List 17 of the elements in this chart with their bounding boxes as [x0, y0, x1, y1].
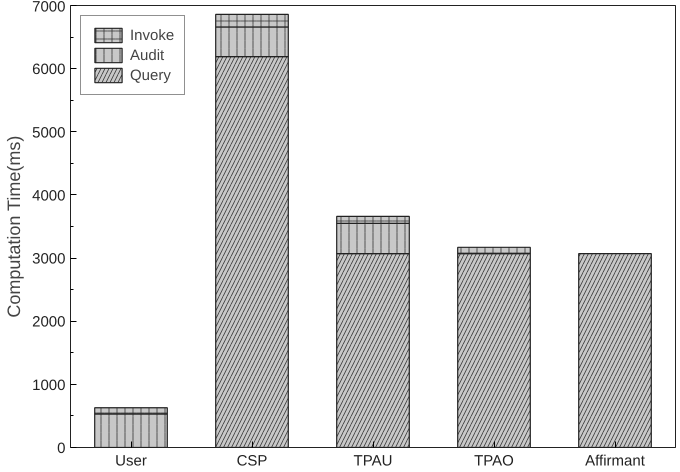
x-tick-label: User	[115, 452, 147, 470]
x-tick-label: Affirmant	[585, 452, 646, 470]
x-tick-label: TPAU	[354, 452, 392, 470]
y-tick-label: 7000	[32, 0, 66, 16]
y-tick-label: 0	[57, 440, 66, 457]
y-tick-label: 3000	[32, 250, 66, 268]
x-tick-label: TPAO	[474, 452, 514, 470]
y-axis-title: Computation Time(ms)	[4, 136, 24, 318]
y-tick-label: 4000	[32, 187, 66, 204]
legend-label: Invoke	[130, 26, 174, 44]
y-tick-label: 1000	[32, 376, 66, 394]
legend-label: Audit	[130, 46, 164, 64]
y-tick-label: 6000	[32, 61, 66, 78]
y-tick-label: 5000	[32, 124, 66, 142]
x-tick-label: CSP	[236, 452, 268, 470]
legend-label: Query	[130, 66, 171, 84]
y-tick-label: 2000	[32, 314, 66, 331]
